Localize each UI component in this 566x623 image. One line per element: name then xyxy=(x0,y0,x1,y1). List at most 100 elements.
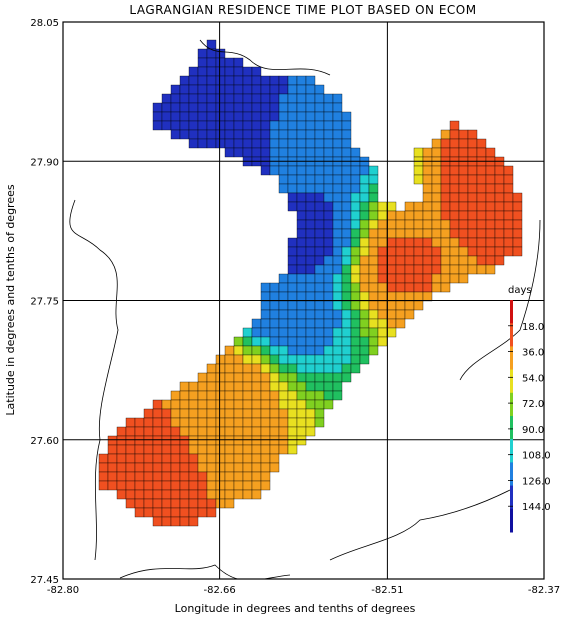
field-cell xyxy=(215,354,226,365)
field-cell xyxy=(323,228,334,239)
field-cell xyxy=(368,183,379,194)
field-cell xyxy=(341,327,352,338)
field-cell xyxy=(323,111,334,122)
field-cell xyxy=(269,372,280,383)
field-cell xyxy=(332,318,343,329)
field-cell xyxy=(476,246,487,257)
field-cell xyxy=(260,417,271,428)
field-cell xyxy=(449,237,460,248)
field-cell xyxy=(170,435,181,446)
field-cell xyxy=(359,255,370,266)
field-cell xyxy=(116,480,127,491)
field-cell xyxy=(404,228,415,239)
field-cell xyxy=(179,381,190,392)
field-cell xyxy=(260,282,271,293)
field-cell xyxy=(350,354,361,365)
field-cell xyxy=(341,120,352,131)
field-cell xyxy=(251,129,262,140)
field-cell xyxy=(215,57,226,68)
field-cell xyxy=(476,192,487,203)
field-cell xyxy=(449,174,460,185)
field-cell xyxy=(161,408,172,419)
field-cell xyxy=(359,201,370,212)
field-cell xyxy=(206,57,217,68)
field-cell xyxy=(314,228,325,239)
field-cell xyxy=(332,309,343,320)
field-cell xyxy=(395,273,406,284)
field-cell xyxy=(197,48,208,59)
field-cell xyxy=(323,237,334,248)
field-cell xyxy=(278,399,289,410)
field-cell xyxy=(215,471,226,482)
field-cell xyxy=(503,219,514,230)
field-cell xyxy=(341,282,352,293)
field-cell xyxy=(188,417,199,428)
field-cell xyxy=(125,444,136,455)
field-cell xyxy=(242,480,253,491)
field-cell xyxy=(269,129,280,140)
field-cell xyxy=(323,318,334,329)
field-cell xyxy=(422,246,433,257)
field-cell xyxy=(224,345,235,356)
field-cell xyxy=(134,435,145,446)
field-cell xyxy=(170,426,181,437)
field-cell xyxy=(440,147,451,158)
field-cell xyxy=(467,255,478,266)
field-cell xyxy=(494,183,505,194)
field-cell xyxy=(404,210,415,221)
field-cell xyxy=(440,273,451,284)
field-cell xyxy=(179,408,190,419)
field-cell xyxy=(431,183,442,194)
field-cell xyxy=(224,147,235,158)
field-cell xyxy=(377,255,388,266)
field-cell xyxy=(134,489,145,500)
field-cell xyxy=(377,336,388,347)
field-cell xyxy=(458,147,469,158)
field-cell xyxy=(314,174,325,185)
field-cell xyxy=(404,300,415,311)
field-cell xyxy=(305,426,316,437)
field-cell xyxy=(206,471,217,482)
field-cell xyxy=(386,264,397,275)
field-cell xyxy=(458,246,469,257)
field-cell xyxy=(377,309,388,320)
field-cell xyxy=(314,93,325,104)
field-cell xyxy=(269,138,280,149)
field-cell xyxy=(467,192,478,203)
field-cell xyxy=(476,210,487,221)
field-cell xyxy=(161,399,172,410)
field-cell xyxy=(287,336,298,347)
field-cell xyxy=(494,228,505,239)
field-cell xyxy=(179,462,190,473)
field-cell xyxy=(440,255,451,266)
colorbar: days 18.0 36.0 54.0 72.0 90.0 108.0 126.0 144.0 xyxy=(508,285,551,533)
field-cell xyxy=(260,138,271,149)
field-cell xyxy=(341,255,352,266)
colorbar-label: 18.0 xyxy=(522,322,544,333)
field-cell xyxy=(368,300,379,311)
field-cell xyxy=(512,201,523,212)
field-cell xyxy=(188,120,199,131)
field-cell xyxy=(287,318,298,329)
field-cell xyxy=(323,309,334,320)
field-cell xyxy=(197,129,208,140)
field-cell xyxy=(188,84,199,95)
field-cell xyxy=(368,192,379,203)
field-cell xyxy=(215,462,226,473)
field-cell xyxy=(278,102,289,113)
field-cell xyxy=(332,255,343,266)
field-cell xyxy=(269,345,280,356)
field-cell xyxy=(233,480,244,491)
field-cell xyxy=(368,165,379,176)
field-cell xyxy=(188,390,199,401)
field-cell xyxy=(269,354,280,365)
field-cell xyxy=(278,165,289,176)
field-cell xyxy=(314,273,325,284)
field-cell xyxy=(197,390,208,401)
field-cell xyxy=(359,354,370,365)
field-cell xyxy=(107,462,118,473)
field-cell xyxy=(422,255,433,266)
field-cell xyxy=(296,183,307,194)
field-cell xyxy=(413,219,424,230)
field-cell xyxy=(431,282,442,293)
